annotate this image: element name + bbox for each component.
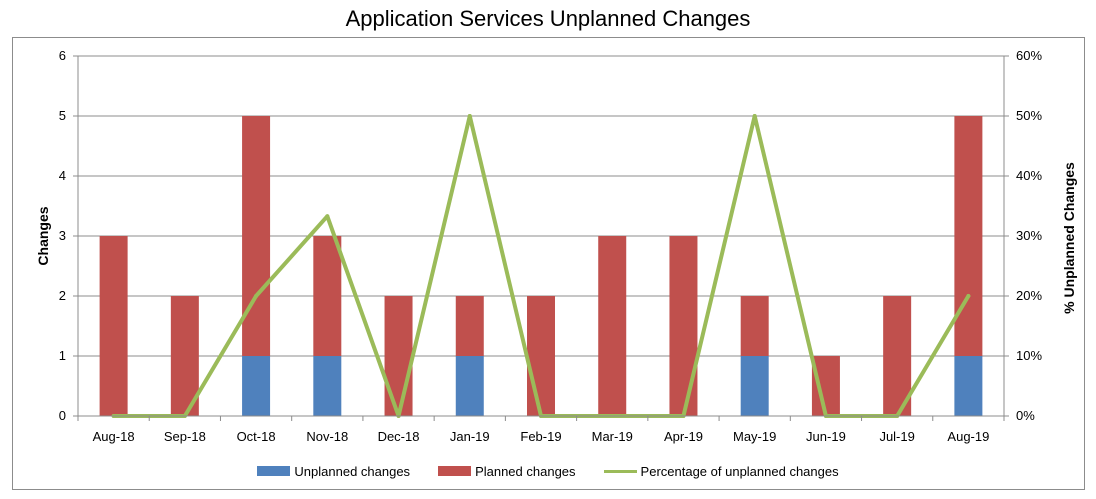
legend-label-unplanned: Unplanned changes bbox=[294, 463, 411, 479]
y-tick-label: 4 bbox=[59, 168, 66, 183]
x-tick-label: Aug-18 bbox=[93, 429, 135, 444]
chart-title: Application Services Unplanned Changes bbox=[345, 6, 751, 31]
bar-unplanned-changes bbox=[455, 356, 484, 416]
x-tick-label: Feb-19 bbox=[520, 429, 561, 444]
legend-item-planned: Planned changes bbox=[438, 463, 576, 479]
y-tick-label: 1 bbox=[59, 348, 66, 363]
legend-swatch-planned bbox=[438, 466, 472, 476]
y-tick-label: 5 bbox=[59, 108, 66, 123]
line-point bbox=[325, 214, 330, 219]
y-tick-label: 3 bbox=[59, 228, 66, 243]
x-tick-label: Jul-19 bbox=[879, 429, 914, 444]
bar-planned-changes bbox=[954, 116, 983, 356]
bar-planned-changes bbox=[740, 296, 769, 356]
x-tick-label: Oct-18 bbox=[237, 429, 276, 444]
y-tick-label: 0 bbox=[59, 408, 66, 423]
bar-planned-changes bbox=[883, 296, 912, 416]
bar-planned-changes bbox=[527, 296, 555, 416]
x-tick-label: Nov-18 bbox=[306, 429, 348, 444]
y2-tick-label: 0% bbox=[1016, 408, 1035, 423]
y-tick-label: 6 bbox=[59, 48, 66, 63]
x-tick-label: Dec-18 bbox=[378, 429, 420, 444]
bar-planned-changes bbox=[99, 236, 128, 416]
x-tick-label: Jan-19 bbox=[450, 429, 490, 444]
bar-planned-changes bbox=[455, 296, 484, 356]
bar-planned-changes bbox=[598, 236, 627, 416]
bar-unplanned-changes bbox=[740, 356, 769, 416]
y2-tick-label: 50% bbox=[1016, 108, 1042, 123]
x-tick-label: Jun-19 bbox=[806, 429, 846, 444]
bar-planned-changes bbox=[242, 116, 271, 356]
y2-tick-label: 60% bbox=[1016, 48, 1042, 63]
x-tick-label: Mar-19 bbox=[592, 429, 633, 444]
y-tick-label: 2 bbox=[59, 288, 66, 303]
x-tick-label: Apr-19 bbox=[664, 429, 703, 444]
bar-planned-changes bbox=[811, 356, 840, 416]
legend-label-planned: Planned changes bbox=[475, 463, 576, 479]
bar-planned-changes bbox=[669, 236, 698, 416]
x-tick-label: Sep-18 bbox=[164, 429, 206, 444]
bar-planned-changes bbox=[313, 236, 342, 356]
line-point bbox=[254, 294, 259, 298]
legend-item-unplanned: Unplanned changes bbox=[257, 464, 410, 479]
x-tick-label: May-19 bbox=[733, 429, 776, 444]
bar-planned-changes bbox=[384, 296, 413, 416]
bar-unplanned-changes bbox=[313, 356, 342, 416]
bar-unplanned-changes bbox=[242, 356, 271, 416]
line-point bbox=[966, 294, 971, 298]
bar-unplanned-changes bbox=[954, 356, 983, 416]
legend-label-percentage: Percentage of unplanned changes bbox=[640, 463, 839, 479]
legend-item-percentage: Percentage of unplanned changes bbox=[603, 463, 839, 479]
x-tick-label: Aug-19 bbox=[947, 429, 989, 444]
line-point bbox=[467, 114, 472, 118]
y2-tick-label: 40% bbox=[1016, 168, 1042, 183]
bar-layer bbox=[99, 116, 983, 416]
legend: Unplanned changes Planned changes Percen… bbox=[0, 461, 1096, 481]
y2-tick-label: 30% bbox=[1016, 228, 1042, 243]
y2-tick-label: 20% bbox=[1016, 288, 1042, 303]
bar-planned-changes bbox=[170, 296, 199, 416]
y2-tick-label: 10% bbox=[1016, 348, 1042, 363]
legend-swatch-unplanned bbox=[257, 466, 291, 476]
line-point bbox=[752, 114, 757, 118]
y-axis-title: Changes bbox=[35, 206, 51, 265]
y2-axis-title: % Unplanned Changes bbox=[1061, 162, 1077, 314]
legend-swatch-percentage bbox=[603, 469, 637, 473]
